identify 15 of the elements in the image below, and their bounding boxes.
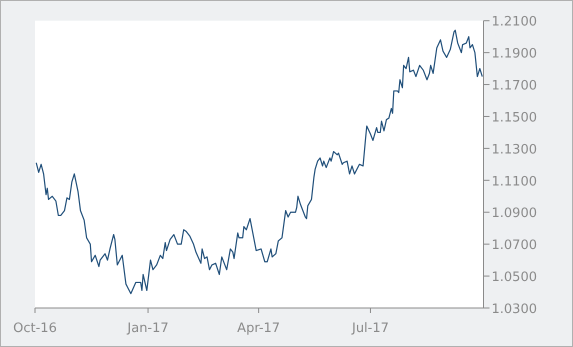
y-tick-label: 1.1100	[492, 174, 537, 190]
x-tick-label: Oct-16	[13, 321, 57, 336]
y-tick-label: 1.0700	[492, 238, 537, 254]
y-tick-label: 1.1700	[492, 78, 537, 94]
y-tick-label: 1.2100	[492, 14, 537, 30]
y-tick-label: 1.1500	[492, 110, 537, 126]
y-tick-label: 1.0300	[492, 302, 537, 317]
y-tick-label: 1.0500	[492, 270, 537, 286]
x-tick-label: Apr-17	[237, 321, 280, 336]
y-tick-label: 1.1900	[492, 46, 537, 62]
y-tick-label: 1.0900	[492, 206, 537, 222]
y-tick-label: 1.1300	[492, 142, 537, 158]
x-tick-label: Jan-17	[126, 321, 169, 336]
line-series	[36, 30, 483, 294]
x-tick-label: Jul-17	[350, 321, 389, 336]
